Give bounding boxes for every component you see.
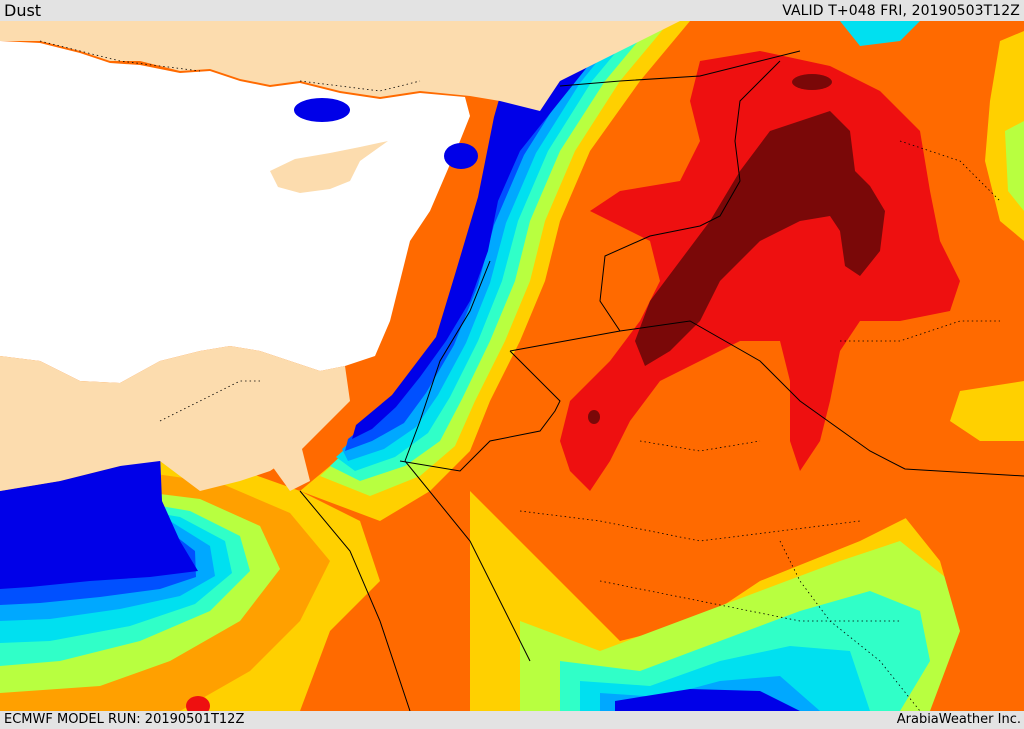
- title-bar: Dust VALID T+048 FRI, 20190503T12Z: [0, 0, 1024, 21]
- map-canvas: [0, 21, 1024, 711]
- red-spot-southwest: [186, 696, 210, 711]
- orange-patch-east: [880, 421, 1024, 711]
- lime-patch-northeast: [1005, 121, 1024, 211]
- mediterranean-sea: [0, 41, 470, 383]
- cyprus-island: [270, 141, 388, 193]
- band-blue-south: [615, 689, 800, 711]
- egypt-coast-land: [0, 346, 350, 491]
- dark-red-spot-north: [792, 74, 832, 90]
- political-borders: [299, 50, 1024, 711]
- yellow-patch-east: [950, 381, 1024, 441]
- valid-time-label: VALID T+048 FRI, 20190503T12Z: [782, 3, 1020, 19]
- footer-bar: ECMWF MODEL RUN: 20190501T12Z ArabiaWeat…: [0, 711, 1024, 729]
- dust-forecast-map: [0, 21, 1024, 711]
- cyan-patch-northeast: [840, 21, 920, 46]
- red-core: [560, 51, 960, 491]
- dark-red-core: [635, 111, 885, 366]
- blue-blob-syria: [444, 143, 478, 169]
- blue-blob-turkey: [294, 98, 350, 122]
- credit-label: ArabiaWeather Inc.: [896, 712, 1021, 727]
- sinai-land: [270, 421, 310, 491]
- field-title: Dust: [4, 1, 42, 20]
- turkey-land: [0, 21, 680, 111]
- model-run-label: ECMWF MODEL RUN: 20190501T12Z: [4, 712, 245, 727]
- band-darkblue-west: [0, 453, 198, 589]
- regional-borders-dotted: [39, 40, 1001, 711]
- dark-red-spot-south: [588, 410, 600, 424]
